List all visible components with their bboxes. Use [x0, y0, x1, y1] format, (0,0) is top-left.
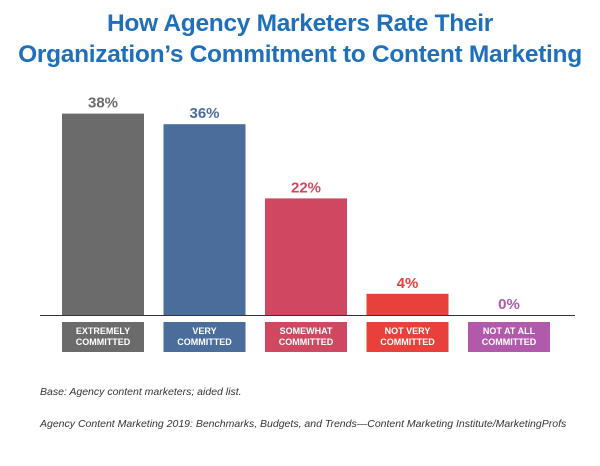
bar-2: [163, 124, 246, 315]
category-label-4-line-2: COMMITTED: [380, 337, 435, 347]
value-label-2: 36%: [189, 105, 219, 122]
category-box-1: [62, 322, 144, 352]
bar-1: [62, 113, 144, 315]
value-label-1: 38%: [88, 95, 118, 112]
chart-title-line-2: Organization’s Commitment to Content Mar…: [18, 41, 582, 68]
chart-title: How Agency Marketers Rate Their Organiza…: [0, 8, 600, 70]
bar-4: [366, 293, 449, 315]
category-label-3-line-1: SOMEWHAT: [280, 326, 333, 336]
category-box-5: [468, 322, 550, 352]
category-label-5-line-1: NOT AT ALL: [483, 326, 536, 336]
chart-title-line-1: How Agency Marketers Rate Their: [106, 10, 493, 37]
value-label-3: 22%: [291, 179, 321, 196]
value-label-4: 4%: [397, 275, 419, 292]
category-label-3-line-2: COMMITTED: [279, 337, 334, 347]
category-label-1-line-1: EXTREMELY: [76, 326, 130, 336]
category-label-2-line-1: VERY: [192, 326, 216, 336]
category-label-1-line-2: COMMITTED: [76, 337, 131, 347]
category-label-2-line-2: COMMITTED: [177, 337, 232, 347]
category-label-4-line-1: NOT VERY: [385, 326, 431, 336]
source-note: Agency Content Marketing 2019: Benchmark…: [40, 418, 567, 430]
category-box-4: [366, 322, 449, 352]
base-note: Base: Agency content marketers; aided li…: [40, 386, 242, 398]
category-label-5-line-2: COMMITTED: [482, 337, 537, 347]
bar-3: [265, 198, 347, 315]
category-box-2: [163, 322, 246, 352]
category-box-3: [265, 322, 347, 352]
value-label-5: 0%: [498, 296, 520, 313]
